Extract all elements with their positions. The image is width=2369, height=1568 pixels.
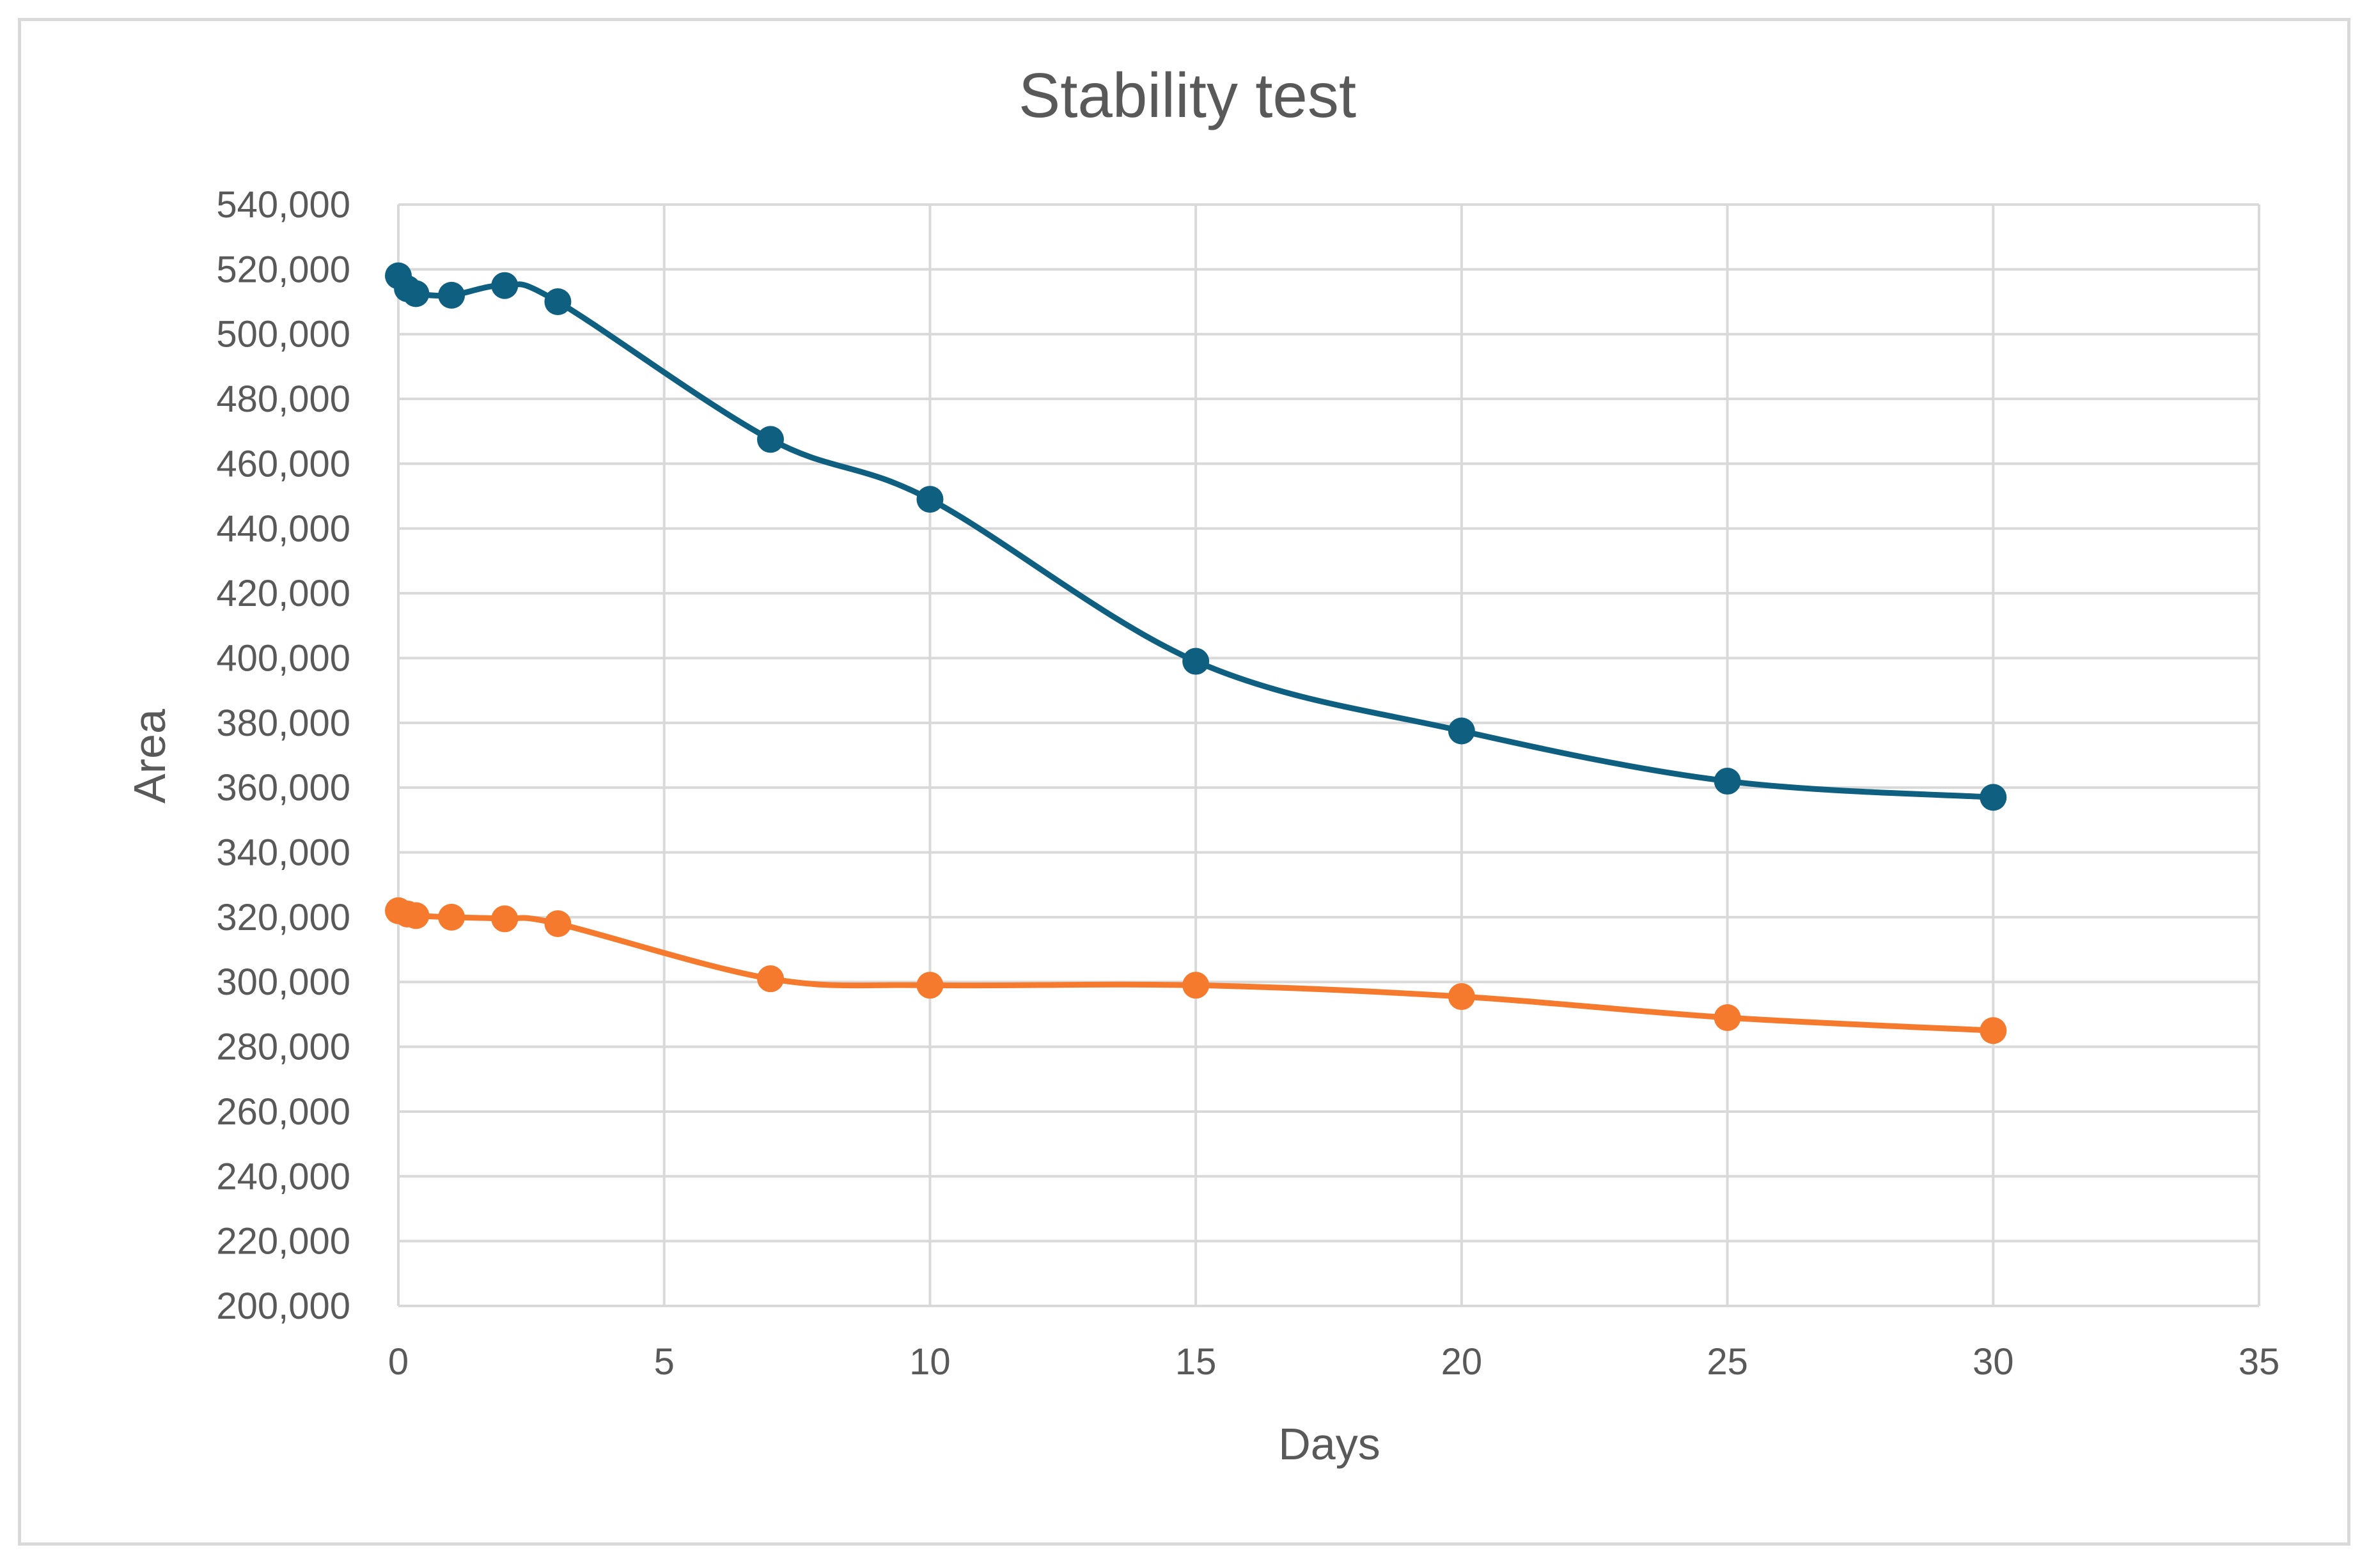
series-markers [385, 262, 2007, 1044]
gridlines [397, 203, 2260, 1307]
y-axis-title: Area [125, 709, 175, 803]
series-1-point [916, 486, 944, 513]
y-tick-label: 420,000 [216, 573, 350, 614]
y-tick-label: 280,000 [216, 1027, 350, 1068]
series-1-point [491, 272, 519, 299]
x-tick-label: 15 [1175, 1341, 1217, 1383]
line-chart: 200,000 220,000 240,000 260,000 280,000 300,0… [125, 60, 2279, 1469]
y-tick-label: 220,000 [216, 1221, 350, 1262]
x-tick-label: 0 [388, 1341, 409, 1383]
chart-title: Stability test [1019, 60, 1356, 130]
series-2-point [757, 965, 784, 993]
series-2-point [1182, 972, 1210, 999]
series-2-point [916, 972, 944, 999]
y-tick-label: 300,000 [216, 961, 350, 1003]
y-tick-label: 460,000 [216, 443, 350, 485]
series-1-point [1714, 768, 1741, 795]
series-2-point [1714, 1004, 1741, 1031]
x-axis-title: Days [1278, 1419, 1380, 1469]
y-tick-label: 360,000 [216, 767, 350, 809]
y-tick-label: 440,000 [216, 508, 350, 550]
y-tick-label: 540,000 [216, 184, 350, 226]
y-tick-label: 260,000 [216, 1091, 350, 1133]
series-1-point [544, 288, 572, 316]
series-2-point [438, 903, 465, 931]
series-1-point [1448, 717, 1475, 745]
y-tick-label: 240,000 [216, 1156, 350, 1197]
series-2-point [544, 910, 572, 938]
y-tick-label: 400,000 [216, 637, 350, 679]
x-tick-label: 30 [1973, 1341, 2014, 1383]
y-tick-label: 380,000 [216, 702, 350, 744]
axis-ticks: 200,000 220,000 240,000 260,000 280,000 300,0… [216, 184, 2279, 1383]
series-2-point [1448, 983, 1475, 1011]
series-1-point [402, 280, 430, 307]
series-1-point [1980, 784, 2007, 811]
chart-frame: 200,000 220,000 240,000 260,000 280,000 300,0… [18, 18, 2350, 1546]
x-tick-label: 35 [2239, 1341, 2280, 1383]
series-1-point [1182, 648, 1210, 675]
y-tick-label: 500,000 [216, 314, 350, 355]
x-tick-label: 10 [909, 1341, 951, 1383]
x-tick-label: 20 [1441, 1341, 1483, 1383]
y-tick-label: 320,000 [216, 897, 350, 938]
y-tick-label: 480,000 [216, 378, 350, 420]
y-tick-label: 520,000 [216, 249, 350, 290]
x-tick-label: 5 [654, 1341, 675, 1383]
series-1-point [438, 281, 465, 309]
y-tick-label: 340,000 [216, 832, 350, 874]
series-2-point [491, 905, 519, 933]
series-2-point [402, 902, 430, 929]
x-tick-label: 25 [1707, 1341, 1748, 1383]
series-2-point [1980, 1017, 2007, 1044]
series-1-point [757, 426, 784, 453]
y-tick-label: 200,000 [216, 1285, 350, 1327]
